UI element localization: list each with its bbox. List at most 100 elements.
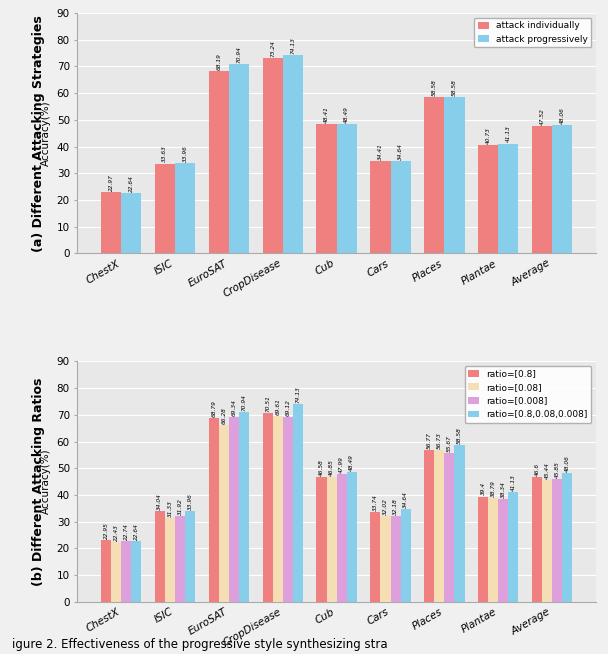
Legend: attack individually, attack progressively: attack individually, attack progressivel… [474, 18, 592, 47]
Bar [370, 162, 390, 253]
Bar [508, 492, 519, 602]
Bar [498, 500, 508, 602]
Bar [209, 418, 219, 602]
Bar [293, 404, 303, 602]
Bar [131, 542, 142, 602]
Text: 31.92: 31.92 [178, 498, 182, 515]
Text: 56.77: 56.77 [427, 432, 432, 449]
Text: 58.58: 58.58 [432, 79, 437, 96]
Bar [552, 125, 572, 253]
Text: 66.28: 66.28 [221, 407, 226, 424]
Text: 47.52: 47.52 [539, 109, 545, 126]
Text: 38.34: 38.34 [501, 481, 506, 498]
Text: 34.64: 34.64 [398, 143, 403, 160]
Text: 46.6: 46.6 [534, 463, 539, 476]
Bar [401, 509, 411, 602]
Text: 39.4: 39.4 [480, 482, 486, 496]
Bar [542, 481, 552, 602]
Y-axis label: Accuracy(%): Accuracy(%) [41, 101, 51, 166]
Text: igure 2. Effectiveness of the progressive style synthesizing stra: igure 2. Effectiveness of the progressiv… [12, 638, 388, 651]
Bar [219, 424, 229, 602]
Text: 68.79: 68.79 [212, 400, 216, 417]
Bar [337, 473, 347, 602]
Bar [424, 97, 444, 253]
Text: 70.94: 70.94 [237, 46, 241, 63]
Text: (a) Different Attacking Strategies: (a) Different Attacking Strategies [32, 15, 45, 252]
Text: 22.64: 22.64 [134, 523, 139, 540]
Bar [316, 477, 326, 602]
Bar [263, 413, 273, 602]
Text: 32.18: 32.18 [393, 498, 398, 515]
Text: 48.41: 48.41 [324, 106, 329, 123]
Text: 74.13: 74.13 [295, 386, 300, 403]
Bar [101, 192, 121, 253]
Text: 32.02: 32.02 [383, 498, 388, 515]
Y-axis label: Accuracy(%): Accuracy(%) [41, 449, 51, 514]
Bar [337, 124, 357, 253]
Text: 48.06: 48.06 [560, 107, 565, 124]
Bar [478, 496, 488, 602]
Text: 31.33: 31.33 [168, 500, 173, 517]
Bar [498, 143, 519, 253]
Bar [239, 412, 249, 602]
Text: 33.63: 33.63 [162, 146, 167, 162]
Text: 48.49: 48.49 [344, 106, 349, 123]
Bar [552, 479, 562, 602]
Bar [454, 445, 465, 602]
Bar [155, 164, 175, 253]
Text: 33.96: 33.96 [188, 493, 193, 510]
Text: 41.13: 41.13 [506, 126, 511, 143]
Text: 22.64: 22.64 [129, 175, 134, 192]
Text: 22.74: 22.74 [124, 523, 129, 540]
Text: 40.73: 40.73 [486, 127, 491, 143]
Bar [532, 126, 552, 253]
Bar [424, 450, 434, 602]
Bar [175, 517, 185, 602]
Text: 48.49: 48.49 [350, 455, 354, 471]
Legend: ratio=[0.8], ratio=[0.08], ratio=[0.008], ratio=[0.8,0.08,0.008]: ratio=[0.8], ratio=[0.08], ratio=[0.008]… [465, 366, 592, 422]
Bar [155, 511, 165, 602]
Text: 69.34: 69.34 [232, 399, 237, 415]
Bar [283, 56, 303, 253]
Text: 22.97: 22.97 [109, 174, 114, 191]
Bar [111, 542, 121, 602]
Bar [165, 518, 175, 602]
Bar [229, 417, 239, 602]
Text: 46.85: 46.85 [329, 458, 334, 475]
Text: 73.24: 73.24 [270, 40, 275, 57]
Bar [229, 64, 249, 253]
Bar [209, 71, 229, 253]
Text: 68.19: 68.19 [216, 54, 221, 70]
Bar [390, 516, 401, 602]
Text: 69.61: 69.61 [275, 398, 280, 415]
Bar [273, 416, 283, 602]
Bar [175, 163, 195, 253]
Bar [316, 124, 337, 253]
Bar [326, 477, 337, 602]
Bar [185, 511, 195, 602]
Text: 55.67: 55.67 [447, 435, 452, 452]
Text: 74.13: 74.13 [291, 37, 295, 54]
Text: 33.74: 33.74 [373, 494, 378, 511]
Text: 41.13: 41.13 [511, 474, 516, 490]
Text: 46.58: 46.58 [319, 459, 324, 476]
Text: 70.51: 70.51 [265, 396, 270, 413]
Text: 33.96: 33.96 [182, 145, 188, 162]
Text: 45.85: 45.85 [554, 461, 559, 478]
Bar [562, 473, 572, 602]
Text: 56.73: 56.73 [437, 432, 442, 449]
Text: 70.94: 70.94 [241, 394, 247, 411]
Text: 48.06: 48.06 [565, 455, 570, 472]
Bar [478, 145, 498, 253]
Bar [263, 58, 283, 253]
Text: 45.44: 45.44 [545, 462, 550, 479]
Text: 47.99: 47.99 [339, 456, 344, 472]
Bar [101, 540, 111, 602]
Bar [434, 450, 444, 602]
Text: 58.58: 58.58 [457, 427, 462, 444]
Bar [390, 161, 410, 253]
Text: (b) Different Attacking Ratios: (b) Different Attacking Ratios [32, 377, 45, 586]
Bar [347, 472, 357, 602]
Text: 69.12: 69.12 [285, 399, 291, 416]
Text: 22.95: 22.95 [103, 523, 109, 540]
